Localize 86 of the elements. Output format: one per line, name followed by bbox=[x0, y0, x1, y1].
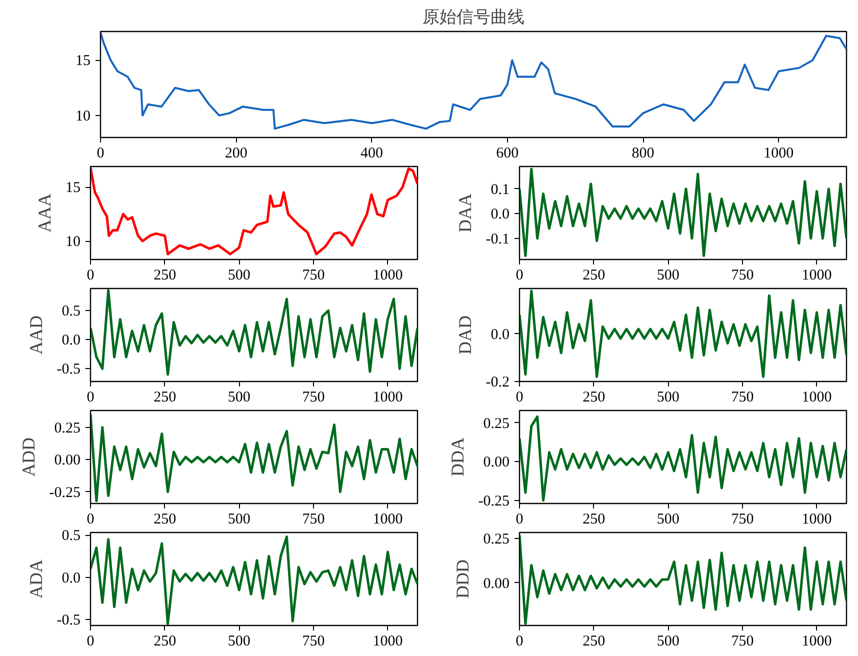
x-tick-label: 250 bbox=[154, 390, 176, 406]
x-tick-label: 250 bbox=[582, 390, 606, 406]
x-tick-label: 0 bbox=[96, 146, 104, 162]
x-tick-label: 0 bbox=[86, 390, 94, 406]
x-tick-label: 600 bbox=[496, 146, 519, 162]
line-series bbox=[520, 290, 846, 378]
y-tick-label: 0.0 bbox=[62, 332, 80, 349]
y-tick-label: 0.0 bbox=[490, 326, 510, 343]
x-tick-label: 0 bbox=[516, 634, 524, 650]
y-tick-label: 0.0 bbox=[62, 570, 80, 586]
x-tick-label: 500 bbox=[656, 390, 680, 406]
line-series bbox=[90, 288, 418, 376]
x-tick-label: 750 bbox=[302, 268, 325, 284]
x-tick-label: 1000 bbox=[764, 146, 794, 162]
x-tick-label: 750 bbox=[731, 512, 754, 528]
x-tick-label: 0 bbox=[516, 390, 524, 406]
x-tick-label: 1000 bbox=[802, 390, 832, 406]
y-tick-label: 0.25 bbox=[483, 416, 510, 432]
x-tick-label: 750 bbox=[302, 634, 325, 650]
x-tick-label: 0 bbox=[86, 634, 94, 650]
y-axis-title: ADA bbox=[26, 560, 46, 598]
y-tick-label: -0.25 bbox=[49, 484, 81, 501]
y-tick-label: -0.1 bbox=[486, 231, 510, 248]
x-tick-label: 200 bbox=[224, 146, 248, 162]
y-tick-label: 0.5 bbox=[62, 304, 80, 320]
x-tick-label: 1000 bbox=[372, 268, 403, 284]
y-tick-label: 10 bbox=[76, 108, 90, 124]
y-tick-label: -0.5 bbox=[56, 362, 81, 378]
x-tick-label: 750 bbox=[731, 268, 754, 284]
y-axis-title: DAD bbox=[454, 316, 475, 354]
x-tick-label: 0 bbox=[86, 268, 94, 284]
y-tick-label: 15 bbox=[76, 53, 90, 70]
y-tick-label: 0.1 bbox=[490, 182, 510, 198]
y-tick-label: -0.25 bbox=[478, 493, 510, 510]
y-tick-label: 0.00 bbox=[54, 452, 80, 469]
y-axis-title: AAD bbox=[26, 316, 46, 354]
y-tick-label: 0.25 bbox=[483, 532, 510, 548]
x-tick-label: 250 bbox=[154, 634, 176, 650]
y-tick-label: 0.25 bbox=[54, 420, 80, 436]
y-tick-label: -0.2 bbox=[486, 374, 510, 390]
y-tick-label: 10 bbox=[66, 234, 80, 250]
y-axis-title: AAA bbox=[34, 194, 54, 232]
x-tick-label: 1000 bbox=[372, 512, 403, 528]
x-tick-label: 1000 bbox=[802, 512, 832, 528]
x-tick-label: 400 bbox=[360, 146, 384, 162]
y-axis-title: DAA bbox=[454, 194, 475, 232]
x-tick-label: 500 bbox=[656, 268, 680, 284]
x-tick-label: 0 bbox=[516, 268, 524, 284]
x-tick-label: 250 bbox=[154, 512, 176, 528]
chart-title: 原始信号曲线 bbox=[422, 8, 524, 26]
x-tick-label: 800 bbox=[632, 146, 654, 162]
y-tick-label: 0.5 bbox=[62, 528, 80, 544]
line-series bbox=[90, 413, 418, 502]
line-series bbox=[520, 415, 846, 502]
line-series bbox=[100, 32, 846, 130]
y-tick-label: 0.0 bbox=[490, 206, 510, 223]
x-tick-label: 1000 bbox=[372, 390, 403, 406]
y-axis-title: ADD bbox=[18, 438, 38, 476]
x-tick-label: 250 bbox=[582, 634, 606, 650]
x-tick-label: 0 bbox=[516, 512, 524, 528]
x-tick-label: 750 bbox=[302, 390, 325, 406]
x-tick-label: 250 bbox=[154, 268, 176, 284]
x-tick-label: 750 bbox=[302, 512, 325, 528]
x-tick-label: 500 bbox=[228, 268, 250, 284]
y-tick-label: -0.5 bbox=[56, 612, 81, 629]
x-tick-label: 1000 bbox=[372, 634, 403, 650]
x-tick-label: 500 bbox=[228, 512, 250, 528]
x-tick-label: 1000 bbox=[802, 268, 832, 284]
x-tick-label: 250 bbox=[582, 512, 606, 528]
x-tick-label: 500 bbox=[228, 634, 250, 650]
x-tick-label: 500 bbox=[228, 390, 250, 406]
y-axis-title: DDA bbox=[447, 438, 468, 476]
x-tick-label: 750 bbox=[731, 634, 754, 650]
x-tick-label: 250 bbox=[582, 268, 606, 284]
line-series bbox=[520, 168, 846, 258]
x-tick-label: 1000 bbox=[802, 634, 832, 650]
x-tick-label: 500 bbox=[656, 634, 680, 650]
y-axis-title: DDD bbox=[452, 560, 472, 598]
x-tick-label: 500 bbox=[656, 512, 680, 528]
line-series bbox=[90, 535, 418, 626]
y-tick-label: 0.00 bbox=[483, 576, 510, 592]
line-series bbox=[90, 166, 418, 256]
x-tick-label: 0 bbox=[86, 512, 94, 528]
y-tick-label: 15 bbox=[66, 180, 80, 196]
y-tick-label: 0.00 bbox=[483, 454, 510, 471]
x-tick-label: 750 bbox=[731, 390, 754, 406]
